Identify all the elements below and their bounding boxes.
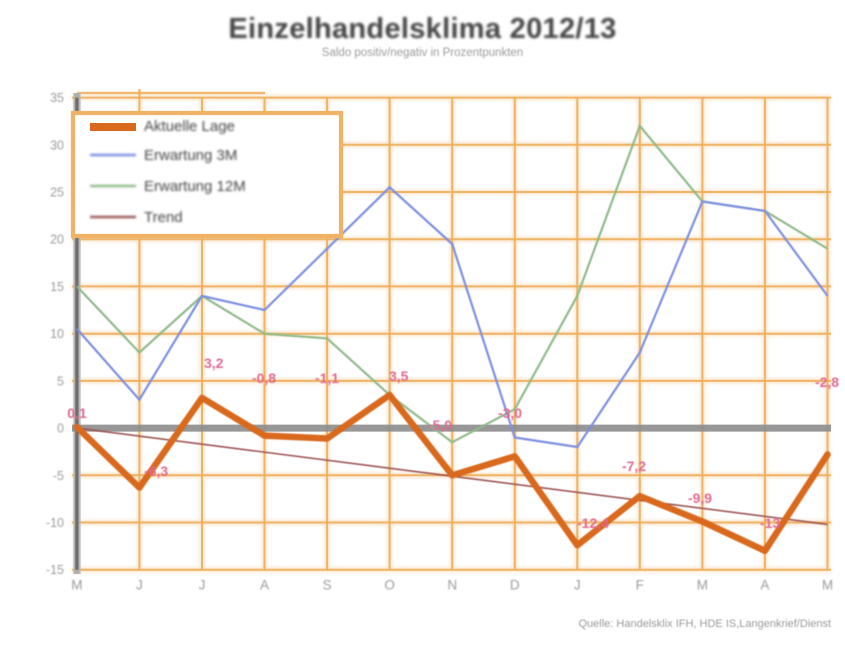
svg-text:3,5: 3,5 bbox=[389, 368, 409, 384]
svg-text:A: A bbox=[760, 578, 769, 593]
svg-text:O: O bbox=[384, 578, 395, 593]
svg-text:M: M bbox=[697, 578, 708, 593]
svg-text:-9,9: -9,9 bbox=[688, 490, 712, 506]
svg-text:-13: -13 bbox=[760, 515, 780, 531]
svg-text:-10: -10 bbox=[46, 516, 64, 530]
svg-text:0,1: 0,1 bbox=[67, 405, 87, 421]
svg-text:-0,8: -0,8 bbox=[252, 370, 276, 386]
svg-text:-15: -15 bbox=[46, 563, 64, 577]
svg-text:Trend: Trend bbox=[144, 209, 183, 226]
svg-text:J: J bbox=[574, 578, 581, 593]
svg-text:Aktuelle Lage: Aktuelle Lage bbox=[144, 118, 235, 135]
svg-text:D: D bbox=[510, 578, 520, 593]
svg-text:35: 35 bbox=[50, 91, 64, 105]
svg-text:20: 20 bbox=[50, 233, 64, 247]
svg-text:-12,4: -12,4 bbox=[577, 515, 609, 531]
svg-text:F: F bbox=[636, 578, 644, 593]
svg-text:25: 25 bbox=[50, 186, 64, 200]
svg-text:15: 15 bbox=[50, 280, 64, 294]
svg-text:N: N bbox=[447, 578, 457, 593]
svg-text:-5,0: -5,0 bbox=[428, 417, 452, 433]
svg-text:5: 5 bbox=[57, 374, 64, 388]
svg-text:3,2: 3,2 bbox=[204, 355, 224, 371]
svg-text:-1,1: -1,1 bbox=[315, 370, 339, 386]
svg-text:Erwartung 3M: Erwartung 3M bbox=[144, 147, 237, 164]
svg-text:J: J bbox=[199, 578, 206, 593]
svg-text:-2,8: -2,8 bbox=[815, 374, 839, 390]
svg-text:M: M bbox=[822, 578, 833, 593]
svg-text:-6,3: -6,3 bbox=[144, 463, 168, 479]
svg-text:Erwartung 12M: Erwartung 12M bbox=[144, 178, 246, 195]
svg-text:-3,0: -3,0 bbox=[498, 405, 522, 421]
svg-text:0: 0 bbox=[57, 422, 64, 436]
svg-text:10: 10 bbox=[50, 327, 64, 341]
svg-text:M: M bbox=[71, 578, 82, 593]
svg-text:-5: -5 bbox=[53, 469, 64, 483]
svg-text:S: S bbox=[323, 578, 332, 593]
svg-text:30: 30 bbox=[50, 138, 64, 152]
svg-text:-7,2: -7,2 bbox=[622, 458, 646, 474]
svg-text:J: J bbox=[136, 578, 143, 593]
svg-text:A: A bbox=[260, 578, 269, 593]
